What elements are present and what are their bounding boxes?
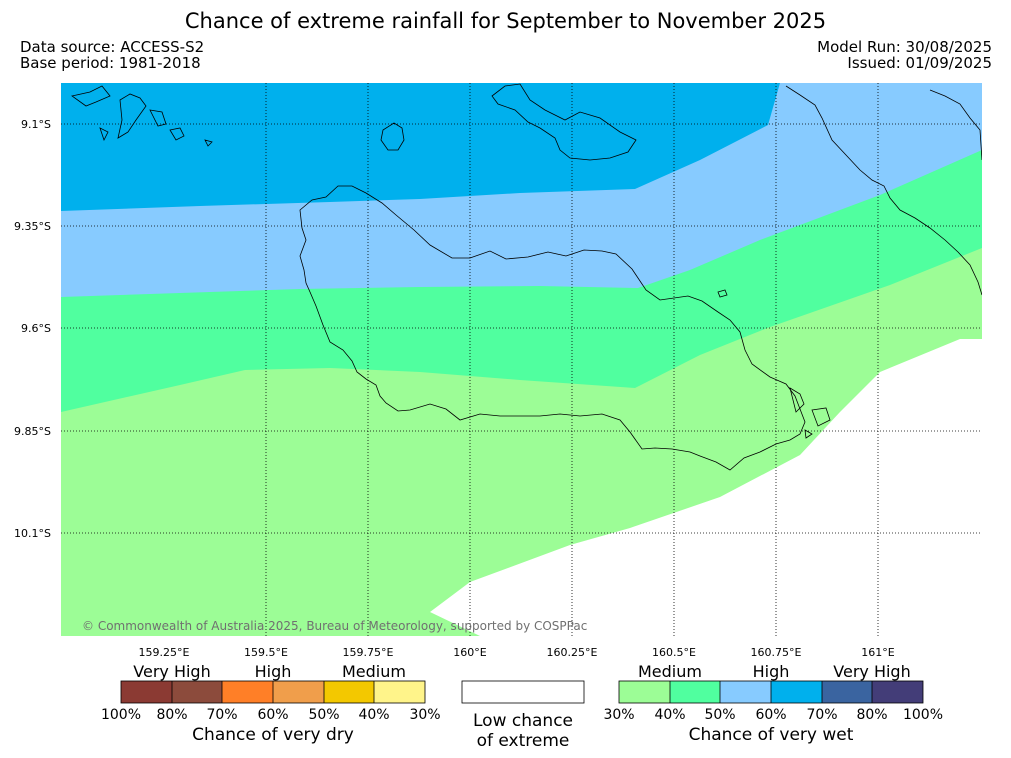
wet-tick: 100% [903,707,943,723]
lon-label: 161°E [861,646,894,659]
malaita-north-coastline [929,89,982,161]
dry-legend: Very High High Medium 100% 80% 70% 60% 5… [101,662,441,745]
dry-swatch-70-60 [222,681,273,703]
dry-swatch-80-70 [172,681,222,703]
wet-legend: Medium High Very High 30% 40% 50% 60% 70… [603,662,943,745]
wet-swatch-40-50 [670,681,720,703]
dry-legend-title: Chance of very dry [192,725,354,745]
map-area: © Commonwealth of Australia 2025, Bureau… [61,83,982,636]
wet-tick: 80% [856,707,887,723]
low-chance-swatch [461,680,585,704]
lon-label: 160.5°E [652,646,696,659]
lon-label: 159.25°E [139,646,190,659]
dry-tick: 70% [206,707,237,723]
wet-tick: 70% [806,707,837,723]
meta-right: Model Run: 30/08/2025 Issued: 01/09/2025 [817,39,992,71]
dry-tick: 40% [358,707,389,723]
wet-swatch-70-80 [822,681,872,703]
latitude-labels: 9.1°S 9.35°S 9.6°S 9.85°S 10.1°S [14,118,51,540]
base-period: Base period: 1981-2018 [20,54,201,72]
wet-swatch-50-60 [720,681,771,703]
dry-band-label: High [255,662,292,681]
dry-band-label: Very High [133,662,210,681]
wet-tick: 30% [603,707,634,723]
lon-label: 160°E [453,646,486,659]
marau-coast-islets [789,387,831,439]
region-wet-70-80 [61,83,780,211]
dry-swatch-100-80 [121,681,172,703]
graticule [61,83,982,636]
lon-label: 160.75°E [751,646,802,659]
dry-tick: 50% [308,707,339,723]
longitude-labels: 159.25°E 159.5°E 159.75°E 160°E 160.25°E… [139,646,895,659]
model-run: Model Run: 30/08/2025 [817,38,992,56]
lon-label: 159.5°E [244,646,288,659]
russell-island-coastline [380,122,405,151]
wet-swatch-80-100 [872,681,923,703]
issued-date: Issued: 01/09/2025 [847,54,992,72]
wet-band-label: Medium [638,662,702,681]
lat-label: 9.85°S [14,425,51,438]
low-chance-legend: Low chance of extreme [461,680,585,751]
dry-tick: 100% [101,707,141,723]
dry-tick: 80% [156,707,187,723]
guadalcanal-coastline [299,185,806,471]
meta-left: Data source: ACCESS-S2 Base period: 1981… [20,39,204,71]
low-chance-line1: Low chance [473,711,573,731]
lat-label: 9.35°S [14,220,51,233]
wet-tick: 50% [704,707,735,723]
wet-band-label: Very High [833,662,910,681]
data-source: Data source: ACCESS-S2 [20,38,205,56]
dry-swatch-50-40 [324,681,374,703]
dry-tick: 30% [409,707,440,723]
dry-swatch-60-50 [273,681,324,703]
copyright-notice: © Commonwealth of Australia 2025, Bureau… [82,619,587,633]
wet-swatch-30-40 [619,681,670,703]
lat-label: 9.6°S [21,322,51,335]
dry-tick: 60% [257,707,288,723]
wet-swatch-60-70 [771,681,822,703]
lat-label: 9.1°S [21,118,51,131]
dry-band-label: Medium [342,662,406,681]
wet-legend-title: Chance of very wet [689,725,854,745]
lon-label: 160.25°E [547,646,598,659]
chart-title: Chance of extreme rainfall for September… [184,9,827,33]
wet-tick: 40% [654,707,685,723]
malaita-coastline [785,85,982,296]
wet-tick: 60% [755,707,786,723]
lon-label: 159.75°E [343,646,394,659]
wet-band-label: High [753,662,790,681]
low-chance-line2: of extreme [477,731,570,751]
lat-label: 10.1°S [14,527,51,540]
savo-island-coastline [717,289,728,298]
dry-swatch-40-30 [374,681,425,703]
